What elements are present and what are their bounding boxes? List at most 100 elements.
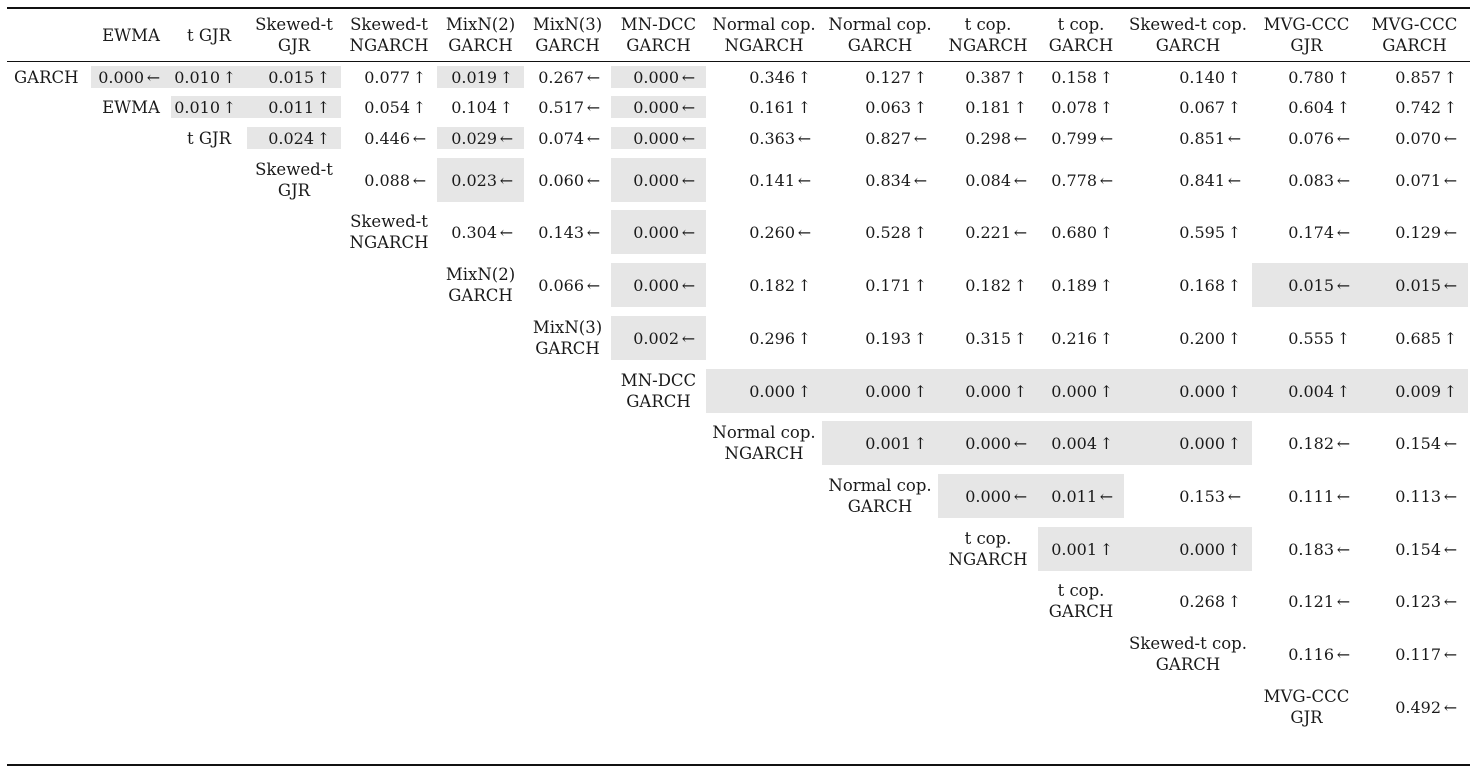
arrow-left-icon: ← [1443,486,1458,506]
arrow-left-icon: ← [1336,539,1351,559]
p-value: 0.060 [538,170,584,190]
arrow-left-icon: ← [1013,486,1028,506]
p-value-cell: 0.116 ← [1252,632,1361,676]
p-value-cell: 0.154 ← [1361,527,1468,571]
arrow-left-icon: ← [499,222,514,242]
p-value-cell: 0.268 ↑ [1124,579,1252,623]
arrow-left-icon: ← [1227,128,1242,148]
p-value-cell: 0.296 ↑ [706,316,822,360]
column-header-line: Normal cop. [828,15,932,34]
p-value-cell: 0.140 ↑ [1124,66,1252,88]
row-label-line: GARCH [14,67,79,87]
arrow-left-icon: ← [1013,433,1028,453]
arrow-left-icon: ← [1443,222,1458,242]
column-header-line: Skewed-t [255,15,333,34]
highlighted-p-value-cell: 0.000 ← [611,96,706,118]
p-value-cell: 0.182 ↑ [706,263,822,307]
arrow-left-icon: ← [1443,433,1458,453]
p-value-cell: 0.304 ← [437,210,524,254]
highlighted-p-value-cell: 0.000 ↑ [1124,421,1252,465]
p-value: 0.153 [1179,486,1225,506]
p-value-cell: 0.084 ← [938,158,1038,202]
p-value: 0.000 [633,67,679,87]
p-value-cell: 0.780 ↑ [1252,66,1361,88]
arrow-left-icon: ← [681,328,696,348]
row-label-line: GARCH [847,497,913,516]
arrow-up-icon: ↑ [316,67,331,87]
p-value-cell: 0.129 ← [1361,210,1468,254]
arrow-left-icon: ← [586,170,601,190]
arrow-up-icon: ↑ [316,97,331,117]
p-value: 0.009 [1395,381,1441,401]
column-header: EWMA [91,12,171,58]
column-header: t cop. NGARCH [938,12,1038,58]
highlighted-p-value-cell: 0.010 ↑ [171,66,247,88]
p-value: 0.528 [865,222,911,242]
p-value: 0.029 [451,128,497,148]
p-value: 0.074 [538,128,584,148]
row-label: Skewed-t GJR [247,158,341,202]
p-value: 0.078 [1051,97,1097,117]
arrow-up-icon: ↑ [1099,381,1114,401]
arrow-left-icon: ← [586,67,601,87]
arrow-left-icon: ← [1336,591,1351,611]
arrow-up-icon: ↑ [1099,67,1114,87]
row-label-line: GARCH [448,286,513,305]
arrow-up-icon: ↑ [797,275,812,295]
arrow-left-icon: ← [1443,644,1458,664]
p-value: 0.002 [633,328,679,348]
arrow-up-icon: ↑ [1227,539,1242,559]
p-value: 0.127 [865,67,911,87]
p-value: 0.140 [1179,67,1225,87]
arrow-left-icon: ← [1443,128,1458,148]
highlighted-p-value-cell: 0.004 ↑ [1038,421,1124,465]
row-label: MVG-CCC GJR [1252,685,1361,729]
arrow-left-icon: ← [797,128,812,148]
arrow-left-icon: ← [1336,644,1351,664]
arrow-up-icon: ↑ [1227,328,1242,348]
row-label: Normal cop. GARCH [822,474,938,518]
column-header: Skewed-t NGARCH [341,12,437,58]
p-value: 0.121 [1288,591,1334,611]
arrow-left-icon: ← [1443,697,1458,717]
arrow-up-icon: ↑ [797,328,812,348]
p-value: 0.054 [364,97,410,117]
p-value: 0.827 [865,128,911,148]
arrow-left-icon: ← [1443,170,1458,190]
arrow-up-icon: ↑ [1099,222,1114,242]
p-value: 0.077 [364,67,410,87]
arrow-up-icon: ↑ [913,328,928,348]
column-header-line: Skewed-t cop. [1129,15,1247,34]
p-value: 0.104 [451,97,497,117]
column-header-line: NGARCH [948,36,1028,55]
column-header: MVG-CCC GARCH [1361,12,1468,58]
row-label: MN-DCC GARCH [611,369,706,413]
p-value-cell: 0.680 ↑ [1038,210,1124,254]
arrow-up-icon: ↑ [1443,381,1458,401]
p-value: 0.011 [1051,486,1097,506]
p-value: 0.000 [749,381,795,401]
row-label-line: Skewed-t [255,160,333,179]
arrow-left-icon: ← [1013,222,1028,242]
p-value: 0.182 [1288,433,1334,453]
arrow-left-icon: ← [1336,433,1351,453]
arrow-left-icon: ← [412,170,427,190]
p-value: 0.680 [1051,222,1097,242]
p-value: 0.161 [749,97,795,117]
row-label-line: GARCH [1048,602,1114,621]
row-label-line: Normal cop. [828,476,932,495]
p-value: 0.000 [1051,381,1097,401]
p-value: 0.024 [268,128,314,148]
p-value-cell: 0.174 ← [1252,210,1361,254]
arrow-up-icon: ↑ [1013,381,1028,401]
arrow-left-icon: ← [146,67,161,87]
arrow-left-icon: ← [1013,170,1028,190]
p-value-cell: 0.851 ← [1124,127,1252,149]
p-value: 0.015 [1395,275,1441,295]
bottom-rule [7,764,1470,766]
arrow-left-icon: ← [1336,170,1351,190]
p-value: 0.000 [633,170,679,190]
p-value-cell: 0.446 ← [341,127,437,149]
p-value: 0.181 [965,97,1011,117]
highlighted-p-value-cell: 0.019 ↑ [437,66,524,88]
